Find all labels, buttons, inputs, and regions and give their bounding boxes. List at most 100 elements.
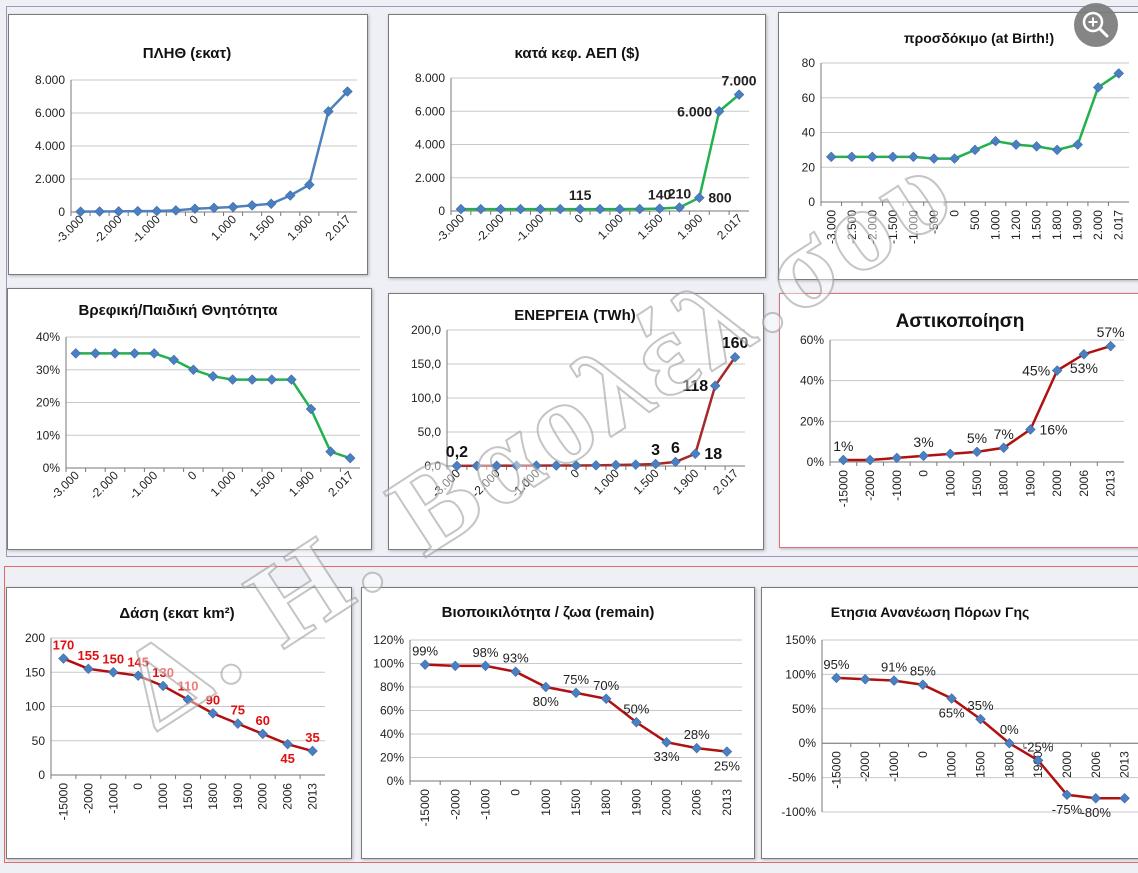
data-label: 7.000 (722, 73, 757, 89)
y-tick-label: 0% (807, 455, 825, 469)
data-point (864, 454, 876, 466)
data-point (846, 151, 858, 163)
chart-panel-life-expectancy: προσδόκιμο (at Birth!) 0 20 40 60 80 -3.000 -2.… (778, 12, 1138, 280)
data-label: 53% (1070, 360, 1098, 376)
chart-urbanization: Αστικοποίηση 0% 20% 40% 60% -15000 -2000 -1000 0… (800, 311, 1125, 507)
data-label: 18 (704, 446, 722, 463)
data-point (614, 203, 626, 215)
y-tick-label: 150% (785, 633, 816, 647)
y-tick-label: 150,0 (411, 357, 441, 371)
x-tick-label: 2000 (1050, 470, 1064, 497)
chart-panel-population: ΠΛΗΘ (εκατ) 0 2.000 4.000 6.000 8.000 -3.000 -2… (8, 14, 368, 275)
y-tick-label: 50,0 (418, 425, 442, 439)
data-point (83, 663, 94, 675)
data-label: -80% (1081, 805, 1112, 820)
data-point (257, 728, 268, 740)
y-tick-label: 30% (36, 363, 60, 377)
data-label: 16% (1039, 421, 1067, 437)
data-point (891, 452, 903, 464)
y-tick-label: 0% (799, 736, 817, 750)
y-tick-label: 2.000 (415, 171, 445, 185)
data-point (151, 205, 163, 217)
x-tick-label: 2.017 (710, 466, 741, 497)
y-tick-label: 0,0 (424, 459, 441, 473)
x-tick-label: 2000 (1060, 751, 1074, 778)
x-tick-label: -3.000 (824, 210, 838, 244)
x-tick-label: 2013 (1118, 751, 1132, 778)
data-point (831, 672, 842, 684)
data-point (531, 460, 542, 471)
x-tick-label: 1800 (1002, 751, 1016, 778)
data-point (969, 144, 981, 156)
chart-gdp-per-capita: κατά κεφ. ΑΕΠ ($)02.0004.0006.0008.000-3… (415, 45, 757, 245)
chart-energy: ΕΝΕΡΓΕΙΑ (TWh)0,050,0100,0150,0200,0-3.0… (411, 307, 749, 500)
data-label: 140 (648, 187, 672, 203)
x-tick-label: -1000 (890, 470, 904, 501)
data-label: 95% (823, 657, 849, 672)
x-tick-label: 1800 (206, 783, 220, 810)
data-point (304, 179, 315, 190)
y-tick-label: 50% (792, 702, 816, 716)
x-tick-label: 1800 (997, 470, 1011, 497)
x-tick-label: -1.000 (513, 211, 547, 245)
y-tick-label: 40% (800, 374, 824, 388)
data-point (946, 693, 957, 704)
data-label: 93% (503, 651, 529, 666)
data-point (570, 687, 582, 699)
y-tick-label: 100,0 (411, 391, 441, 405)
data-point (113, 206, 124, 217)
data-point (867, 151, 878, 163)
y-tick-label: 50 (32, 734, 46, 748)
data-point (90, 348, 101, 359)
data-point (207, 708, 219, 719)
data-point (342, 86, 353, 97)
x-tick-label: 1.500 (247, 468, 278, 499)
data-point (282, 738, 293, 750)
zoom-button[interactable] (1074, 3, 1118, 47)
data-label: 145 (127, 655, 149, 670)
x-tick-label: -2.000 (865, 210, 879, 244)
y-tick-label: 0 (38, 768, 45, 782)
data-label: 75% (563, 672, 589, 687)
data-label: 91% (881, 660, 907, 675)
data-point (132, 205, 143, 217)
data-point (690, 448, 701, 459)
data-point (132, 670, 144, 681)
data-point (990, 135, 1001, 147)
data-point (1072, 139, 1083, 150)
y-tick-label: 60% (800, 333, 824, 347)
data-point (75, 206, 86, 217)
y-tick-label: 8.000 (415, 71, 445, 85)
data-label: 35% (967, 698, 993, 713)
x-tick-label: 1.900 (284, 212, 315, 243)
top-section (6, 6, 1138, 557)
x-tick-label: -1.000 (129, 212, 163, 246)
data-point (1051, 365, 1063, 376)
x-tick-label: 2006 (1077, 470, 1091, 497)
data-point (58, 653, 69, 664)
x-tick-label: 1500 (974, 751, 988, 778)
x-tick-label: -2.000 (469, 466, 503, 500)
chart-land-resource-renewal: Ετησια Ανανέωση Πόρων Γης -100% -50% 0% 50% 1… (781, 604, 1138, 820)
data-point (975, 713, 986, 725)
data-point (634, 203, 645, 215)
data-label: 33% (654, 749, 680, 764)
x-tick-label: 1.000 (208, 212, 239, 243)
data-point (170, 205, 182, 216)
x-tick-label: -15000 (418, 789, 432, 827)
chart-title: ΠΛΗΘ (εκατ) (143, 45, 231, 62)
data-point (928, 153, 940, 164)
data-point (227, 201, 239, 213)
data-point (70, 348, 82, 359)
x-tick-label: 1000 (945, 751, 959, 778)
x-tick-label: 1500 (569, 789, 583, 816)
x-tick-label: 1.500 (246, 212, 277, 243)
data-point (674, 202, 685, 213)
data-label: 0,2 (446, 444, 468, 461)
data-label: 75 (231, 703, 245, 718)
data-point (455, 203, 467, 215)
y-tick-label: 0 (438, 204, 445, 218)
chart-panel-child-mortality: Βρεφική/Παιδική Θνητότητα 0% 10% 20% 30% 40% -… (7, 288, 372, 550)
data-label: 85% (910, 664, 936, 679)
